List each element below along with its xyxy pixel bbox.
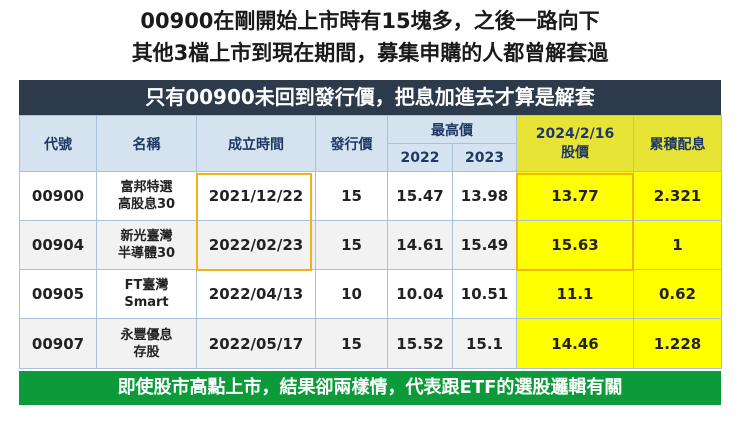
cell-name-line1: 永豐優息	[120, 327, 173, 343]
cell-high-2022: 14.61	[387, 220, 453, 270]
cell-issue-price: 15	[315, 318, 388, 369]
cell-high-2022: 10.04	[387, 269, 453, 319]
cell-name: 永豐優息 存股	[96, 318, 197, 369]
cell-name-line2: 半導體30	[117, 246, 176, 261]
table-row: 00900 富邦特選 高股息30 2021/12/22 15 15.47 13.…	[19, 171, 722, 221]
header-established: 成立時間	[196, 115, 316, 172]
bottom-banner: 即使股市高點上市，結果卻兩樣情，代表跟ETF的選股邏輯有關	[19, 371, 721, 405]
header-code: 代號	[19, 115, 97, 172]
header-price-label: 股價	[561, 144, 589, 161]
cell-current-price: 15.63	[516, 220, 634, 270]
cell-dividend: 1	[633, 220, 722, 270]
cell-current-price: 11.1	[516, 269, 634, 319]
cell-current-price: 14.46	[516, 318, 634, 369]
header-price-date: 2024/2/16	[535, 125, 615, 142]
table-row: 00907 永豐優息 存股 2022/05/17 15 15.52 15.1 1…	[19, 318, 722, 369]
cell-name-line1: 富邦特選	[120, 180, 173, 195]
header-year-2022: 2022	[387, 143, 453, 172]
cell-name-line2: 高股息30	[117, 197, 176, 212]
cell-established: 2021/12/22	[196, 171, 316, 221]
header-dividend: 累積配息	[633, 115, 722, 172]
table-row: 00905 FT臺灣 Smart 2022/04/13 10 10.04 10.…	[19, 269, 722, 319]
cell-dividend: 0.62	[633, 269, 722, 319]
header-current-price: 2024/2/16 股價	[516, 115, 634, 172]
etf-comparison-table: 代號 名稱 成立時間 發行價 最高價 2024/2/16 股價 累積配息 202…	[19, 115, 722, 369]
cell-name-line2: 存股	[133, 344, 160, 360]
cell-code: 00905	[19, 269, 97, 319]
cell-high-2022: 15.47	[387, 171, 453, 221]
cell-dividend: 1.228	[633, 318, 722, 369]
cell-high-2023: 15.49	[452, 220, 517, 270]
header-year-2023: 2023	[452, 143, 517, 172]
cell-name-line1: FT臺灣	[124, 278, 169, 293]
cell-issue-price: 15	[315, 220, 388, 270]
table-row: 00904 新光臺灣 半導體30 2022/02/23 15 14.61 15.…	[19, 220, 722, 270]
cell-issue-price: 10	[315, 269, 388, 319]
cell-code: 00904	[19, 220, 97, 270]
cell-dividend: 2.321	[633, 171, 722, 221]
title-line-2: 其他3檔上市到現在期間，募集申購的人都曾解套過	[131, 41, 609, 65]
cell-established: 2022/02/23	[196, 220, 316, 270]
cell-high-2023: 13.98	[452, 171, 517, 221]
cell-name-line1: 新光臺灣	[120, 229, 173, 244]
header-high-price: 最高價	[387, 115, 517, 144]
cell-code: 00907	[19, 318, 97, 369]
cell-name: 富邦特選 高股息30	[96, 171, 197, 221]
cell-high-2023: 10.51	[452, 269, 517, 319]
cell-name-line2: Smart	[124, 295, 169, 310]
cell-current-price: 13.77	[516, 171, 634, 221]
cell-name: FT臺灣 Smart	[96, 269, 197, 319]
header-name: 名稱	[96, 115, 197, 172]
cell-name: 新光臺灣 半導體30	[96, 220, 197, 270]
cell-established: 2022/04/13	[196, 269, 316, 319]
cell-high-2023: 15.1	[452, 318, 517, 369]
cell-issue-price: 15	[315, 171, 388, 221]
title-line-1: 00900在剛開始上市時有15塊多，之後一路向下	[140, 9, 600, 33]
cell-established: 2022/05/17	[196, 318, 316, 369]
top-banner: 只有00900未回到發行價，把息加進去才算是解套	[19, 80, 721, 115]
header-issue-price: 發行價	[315, 115, 388, 172]
cell-high-2022: 15.52	[387, 318, 453, 369]
cell-code: 00900	[19, 171, 97, 221]
